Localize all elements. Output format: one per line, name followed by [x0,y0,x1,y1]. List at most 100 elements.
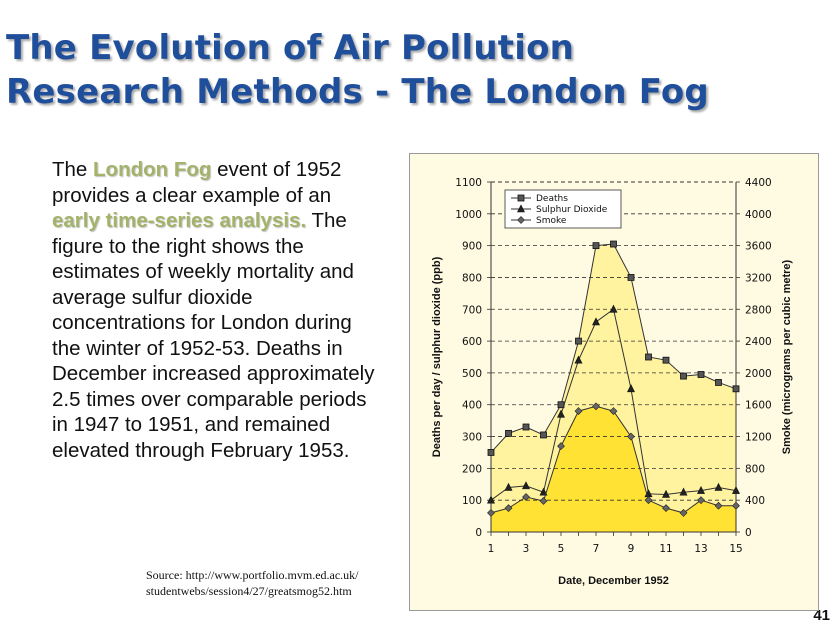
x-tick-label: 9 [628,543,635,555]
area-fills [491,244,736,532]
smoke-point [644,496,653,505]
x-tick-label: 13 [694,543,707,555]
smoke-area-fill [491,406,736,532]
y-tick-label: 500 [462,368,482,380]
y2-tick-label: 4000 [745,209,772,221]
legend-marker [517,204,525,213]
smoke-point [609,407,618,416]
slide-title-line-2: Research Methods - The London Fog [6,72,709,112]
tick-labels: 0 100 200 300 400 500 600 700 800 900 1000 1100 0 400… [455,177,771,555]
body-text-part-1: The [52,158,94,181]
deaths-point [645,353,652,361]
deaths-point [592,242,600,250]
y-tick-label: 200 [462,463,482,475]
source-line-1: Source: http://www.portfolio.mvm.ed.ac.u… [146,568,359,582]
y-tick-label: 0 [475,527,482,539]
x-tick-label: 15 [729,543,742,555]
x-tick-label: 1 [488,543,495,555]
x-tick-label: 5 [558,543,565,555]
sulphur-dioxide-point [522,481,530,490]
source-line-2: studentwebs/session4/27/greatsmog52.htm [146,584,352,598]
smoke-point [504,504,513,513]
y-tick-label: 300 [462,432,482,444]
source-citation: Source: http://www.portfolio.mvm.ed.ac.u… [146,567,416,599]
deaths-point [610,240,617,248]
deaths-point [540,431,547,439]
sulphur-dioxide-point [592,317,600,326]
y2-tick-label: 1600 [745,400,772,412]
deaths-point [715,379,722,386]
smoke-point [732,501,740,510]
y2-tick-label: 400 [745,495,765,507]
deaths-point [662,356,670,364]
deaths-point [505,429,512,437]
sulphur-dioxide-point [714,482,723,491]
legend-label: Smoke [536,216,567,226]
axes [487,181,740,536]
legend-marker [517,194,525,202]
smoke-point [627,432,635,441]
y2-tick-label: 4400 [745,177,772,189]
sulphur-dioxide-point [609,304,618,313]
y2-tick-label: 2000 [745,368,772,380]
deaths-point [680,372,687,380]
highlight-time-series: early time-series analysis. [52,209,307,232]
y-tick-label: 1000 [455,209,482,221]
sulphur-dioxide-point [679,487,688,496]
sulphur-dioxide-point [697,485,705,494]
deaths-point [627,274,635,281]
legend-label: Deaths [536,194,568,204]
highlight-london-fog: London Fog [93,158,212,181]
sulphur-dioxide-point [539,487,548,496]
series-lines [487,240,740,517]
y2-tick-label: 1200 [745,432,772,444]
smoke-point [487,508,495,517]
y-tick-label: 100 [462,495,482,507]
body-text-part-3: The figure to the right shows the estima… [52,209,375,462]
smoke-point [539,497,548,505]
y-axis-label: Deaths per day / sulphur dioxide (ppb) [431,256,443,457]
legend-marker [517,216,525,224]
sulphur-dioxide-point [487,495,495,504]
sulphur-dioxide-point [627,384,635,393]
sulphur-dioxide-point [557,409,565,418]
slide-title-line-1: The Evolution of Air Pollution [6,28,575,68]
deaths-point [575,337,582,345]
x-tick-label: 3 [523,543,530,555]
smoke-point [697,496,705,505]
smoke-point [522,493,530,501]
sulphur-dioxide-point [732,485,740,494]
y2-tick-label: 0 [745,527,752,539]
y-tick-label: 600 [462,336,482,348]
y2-tick-label: 800 [745,463,765,475]
y2-tick-label: 2400 [745,336,772,348]
y-tick-label: 900 [462,241,482,253]
x-tick-label: 7 [593,543,600,555]
legend-label: Sulphur Dioxide [536,205,608,215]
y2-tick-label: 3600 [745,241,772,253]
sulphur-dioxide-point [504,482,513,491]
smoke-point [574,407,583,416]
slide-title: The Evolution of Air Pollution Research … [6,26,806,114]
deaths-area-fill [491,244,736,532]
smoke-point [592,402,600,411]
smoke-point [662,504,670,513]
x-tick-label: 11 [659,543,672,555]
smoke-point [557,442,565,451]
y-tick-label: 400 [462,400,482,412]
sulphur-dioxide-point [574,355,583,364]
smoke-point [679,508,688,517]
y2-axis-label: Smoke (micrograms per cubic metre) [781,259,793,454]
smoke-point [714,501,723,510]
y2-tick-label: 3200 [745,272,772,284]
slide-body-text: The London Fog event of 1952 provides a … [52,157,382,463]
y-tick-label: 800 [462,272,482,284]
chart-svg: 0 100 200 300 400 500 600 700 800 900 1000 1100 0 400… [431,177,793,587]
deaths-point [732,385,740,393]
sulphur-dioxide-point [662,489,670,498]
london-fog-chart: 0 100 200 300 400 500 600 700 800 900 1000 1100 0 400… [409,153,819,611]
y-tick-label: 700 [462,304,482,316]
page-number: 41 [813,607,830,624]
x-axis-label: Date, December 1952 [558,575,669,587]
